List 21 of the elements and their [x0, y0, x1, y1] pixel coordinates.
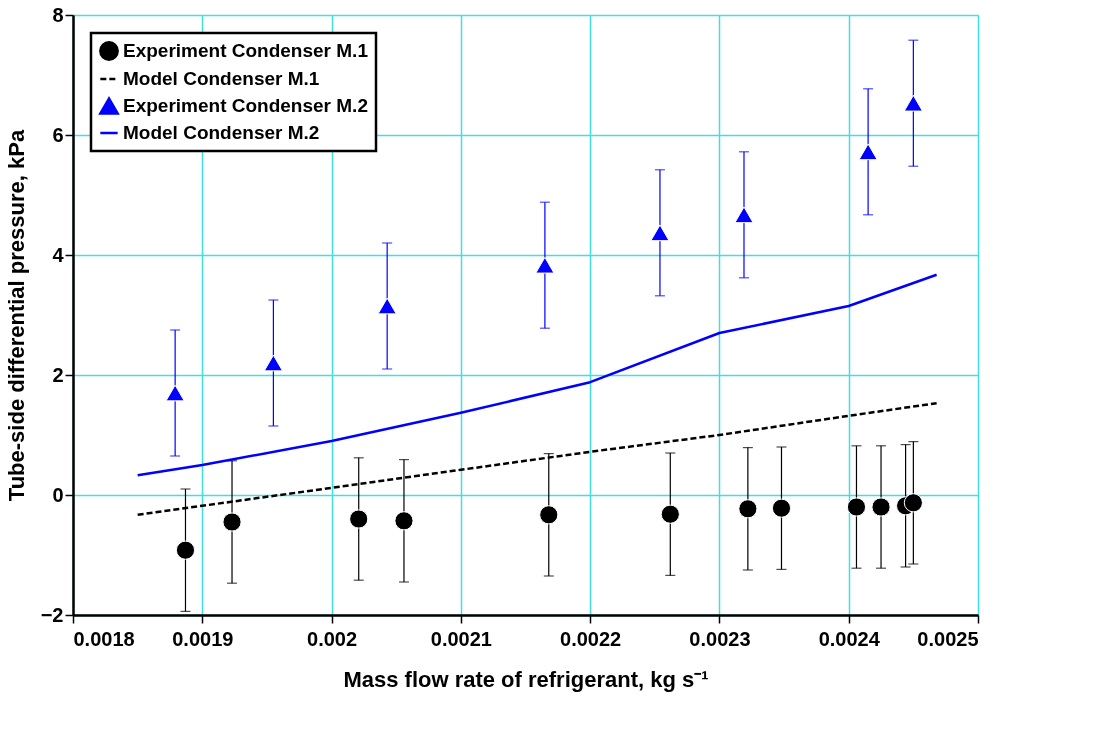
x-tick-label: 0.0022 — [560, 627, 622, 650]
x-tick-label: 0.002 — [307, 627, 358, 650]
legend-label: Model Condenser M.2 — [123, 122, 320, 143]
y-axis-title: Tube-side differential pressure, kPa — [3, 129, 29, 502]
line-series — [136, 273, 938, 477]
y-tick-label: 8 — [52, 3, 64, 26]
x-tick-label: 0.0024 — [818, 627, 881, 650]
y-tick-label: −2 — [40, 603, 64, 626]
y-tick-label: 6 — [52, 123, 64, 146]
y-tick-label: 0 — [52, 483, 64, 506]
x-tick-label: 0.0025 — [917, 627, 979, 650]
legend-label: Model Condenser M.1 — [123, 68, 320, 89]
y-tick-label: 4 — [52, 243, 65, 266]
x-tick-label: 0.0018 — [73, 627, 135, 650]
x-tick-label: 0.0019 — [172, 627, 234, 650]
legend-label: Experiment Condenser M.1 — [123, 40, 369, 61]
x-tick-label: 0.0021 — [430, 627, 492, 650]
y-tick-label: 2 — [52, 363, 64, 386]
x-axis-title: Mass flow rate of refrigerant, kg s⁻¹ — [343, 666, 709, 692]
x-tick-label: 0.0023 — [689, 627, 751, 650]
legend-label: Experiment Condenser M.2 — [123, 95, 368, 116]
